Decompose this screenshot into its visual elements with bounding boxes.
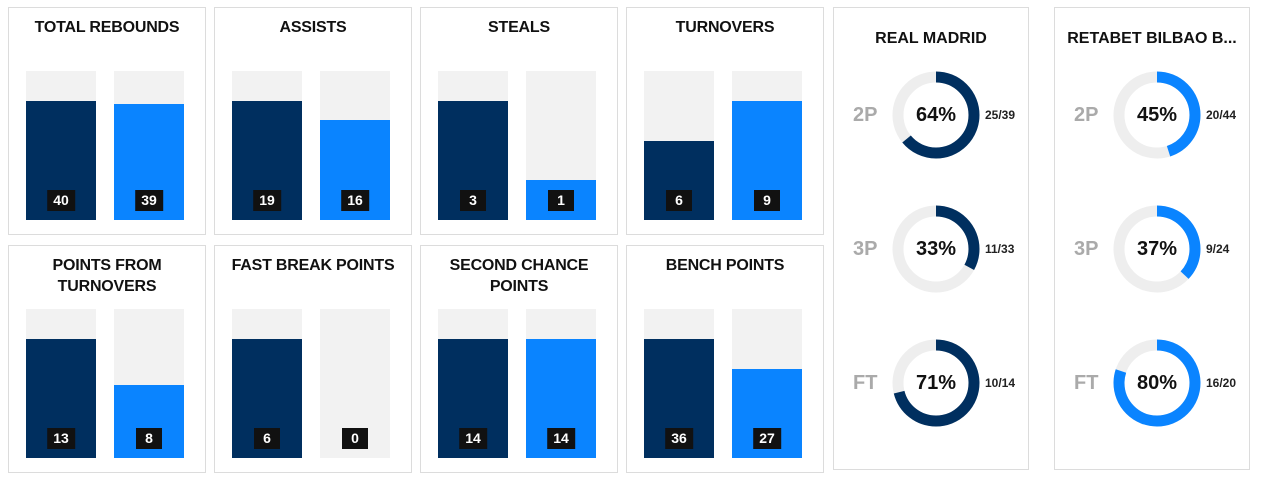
shooting-percentage: 37% <box>1136 238 1178 260</box>
shot-type-label: 2P <box>853 104 878 126</box>
donut-chart <box>1113 339 1201 427</box>
bar-track: 3 <box>438 71 508 220</box>
stat-card-title: STEALS <box>488 19 550 36</box>
shooting-donut: 71% <box>891 338 981 428</box>
stat-card: POINTS FROM TURNOVERS 13 8 <box>8 245 206 473</box>
bar-track: 1 <box>526 71 596 220</box>
bar-value-label: 8 <box>136 428 162 449</box>
donut-chart <box>892 71 980 159</box>
team-name: RETABET BILBAO B... <box>1067 30 1237 47</box>
shot-type-label: FT <box>1074 372 1099 394</box>
shooting-percentage: 71% <box>915 372 957 394</box>
stat-card: STEALS 3 1 <box>420 7 618 235</box>
shooting-percentage: 80% <box>1136 372 1178 394</box>
stat-card: BENCH POINTS 36 27 <box>626 245 824 473</box>
bar-track: 9 <box>732 71 802 220</box>
bar-value-label: 16 <box>341 190 369 211</box>
donut-chart <box>1113 205 1201 293</box>
bar-value-label: 40 <box>47 190 75 211</box>
bar-value-label: 19 <box>253 190 281 211</box>
stat-card-title: ASSISTS <box>279 19 347 36</box>
bar-track: 36 <box>644 309 714 458</box>
stat-card: SECOND CHANCE POINTS 14 14 <box>420 245 618 473</box>
donut-chart <box>892 205 980 293</box>
bar-value-label: 13 <box>47 428 75 449</box>
bar-track: 0 <box>320 309 390 458</box>
shooting-percentage: 45% <box>1136 104 1178 126</box>
stat-card-title: FAST BREAK POINTS <box>231 257 395 274</box>
bar-track: 39 <box>114 71 184 220</box>
stat-card-title: POINTS FROM TURNOVERS <box>52 257 162 295</box>
bar-track: 6 <box>644 71 714 220</box>
bar-track: 6 <box>232 309 302 458</box>
shots-made-attempted: 16/20 <box>1206 376 1237 390</box>
team-shooting-card: REAL MADRID 2P 64% 25/39 3P 33% 11/33 FT 71% 10/1… <box>833 7 1029 470</box>
bar-value-label: 0 <box>342 428 368 449</box>
stat-card: TURNOVERS 6 9 <box>626 7 824 235</box>
bar-track: 16 <box>320 71 390 220</box>
bar-value-label: 1 <box>548 190 574 211</box>
team-name: REAL MADRID <box>875 30 987 47</box>
shots-made-attempted: 11/33 <box>985 242 1015 256</box>
bar-value-label: 6 <box>666 190 692 211</box>
stat-card: ASSISTS 19 16 <box>214 7 412 235</box>
stat-card-title: SECOND CHANCE POINTS <box>449 257 589 295</box>
donut-arc <box>1113 205 1201 293</box>
shooting-percentage: 64% <box>915 104 957 126</box>
bar-value-label: 14 <box>547 428 575 449</box>
stat-card-title: BENCH POINTS <box>665 257 785 274</box>
shot-type-label: 3P <box>853 238 878 260</box>
shooting-donut: 80% <box>1112 338 1202 428</box>
bar-value-label: 6 <box>254 428 280 449</box>
shot-type-label: 3P <box>1074 238 1099 260</box>
bar-value-label: 9 <box>754 190 780 211</box>
stat-card-title: TURNOVERS <box>675 19 775 36</box>
bar-track: 13 <box>26 309 96 458</box>
bar-value-label: 14 <box>459 428 487 449</box>
bar-value-label: 27 <box>753 428 781 449</box>
shot-type-label: 2P <box>1074 104 1099 126</box>
shot-type-label: FT <box>853 372 878 394</box>
stat-card: FAST BREAK POINTS 6 0 <box>214 245 412 473</box>
bar-track: 8 <box>114 309 184 458</box>
donut-arc <box>892 205 980 293</box>
shooting-donut: 33% <box>891 204 981 294</box>
bar-value-label: 3 <box>460 190 486 211</box>
shots-made-attempted: 9/24 <box>1206 242 1230 256</box>
shots-made-attempted: 10/14 <box>985 376 1016 390</box>
donut-arc <box>892 71 980 159</box>
bar-track: 19 <box>232 71 302 220</box>
donut-chart <box>892 339 980 427</box>
donut-arc <box>1113 339 1201 427</box>
bar-track: 14 <box>438 309 508 458</box>
donut-arc <box>1113 71 1201 159</box>
bar-track: 14 <box>526 309 596 458</box>
shooting-donut: 45% <box>1112 70 1202 160</box>
team-shooting-card: RETABET BILBAO B... 2P 45% 20/44 3P 37% 9/24 FT… <box>1054 7 1250 470</box>
bar-value-label: 39 <box>135 190 163 211</box>
stat-card: TOTAL REBOUNDS 40 39 <box>8 7 206 235</box>
stat-card-title: TOTAL REBOUNDS <box>34 19 180 36</box>
donut-arc <box>892 339 980 427</box>
bar-track: 40 <box>26 71 96 220</box>
bar-track: 27 <box>732 309 802 458</box>
shooting-donut: 64% <box>891 70 981 160</box>
donut-chart <box>1113 71 1201 159</box>
shooting-donut: 37% <box>1112 204 1202 294</box>
shots-made-attempted: 25/39 <box>985 108 1016 122</box>
shooting-percentage: 33% <box>915 238 957 260</box>
shots-made-attempted: 20/44 <box>1206 108 1237 122</box>
bar-value-label: 36 <box>665 428 693 449</box>
